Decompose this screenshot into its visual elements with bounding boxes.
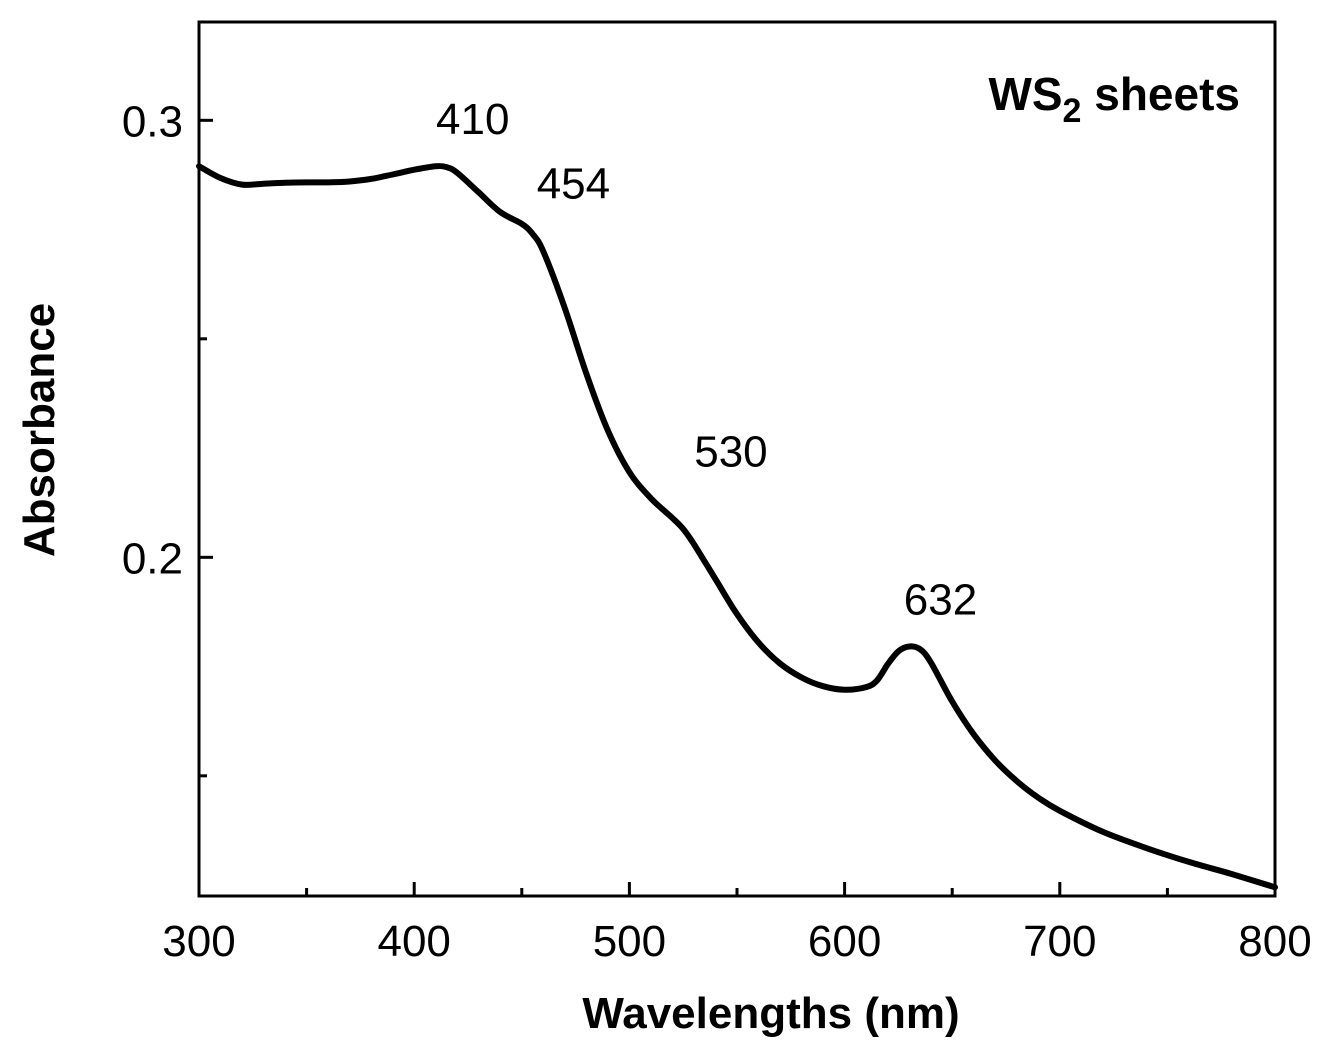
x-tick-label: 700 <box>1023 917 1096 966</box>
peak-label-632: 632 <box>904 575 977 624</box>
y-tick-label: 0.2 <box>122 534 183 583</box>
x-tick-label: 400 <box>377 917 450 966</box>
peak-label-454: 454 <box>537 159 610 208</box>
x-tick-label: 600 <box>808 917 881 966</box>
legend-text-subscript: 2 <box>1063 92 1082 130</box>
legend-label: WS2 sheets <box>988 68 1240 130</box>
legend-text-suffix: sheets <box>1081 68 1240 120</box>
peak-label-410: 410 <box>436 95 509 144</box>
x-tick-label: 500 <box>593 917 666 966</box>
series-line-ws2-sheets <box>196 163 1278 891</box>
x-tick-label: 800 <box>1238 917 1311 966</box>
x-tick-label: 300 <box>162 917 235 966</box>
peak-label-530: 530 <box>694 427 767 476</box>
y-axis-title: Absorbance <box>15 303 64 557</box>
y-tick-label: 0.3 <box>122 97 183 146</box>
x-axis-title: Wavelengths (nm) <box>582 989 959 1038</box>
peak-annotations: 410 454 530 632 <box>436 95 977 624</box>
y-axis-ticks: 0.2 0.3 <box>122 97 213 778</box>
legend-text-main: WS <box>988 68 1062 120</box>
x-axis-ticks: 300 400 500 600 700 800 <box>162 882 1312 966</box>
